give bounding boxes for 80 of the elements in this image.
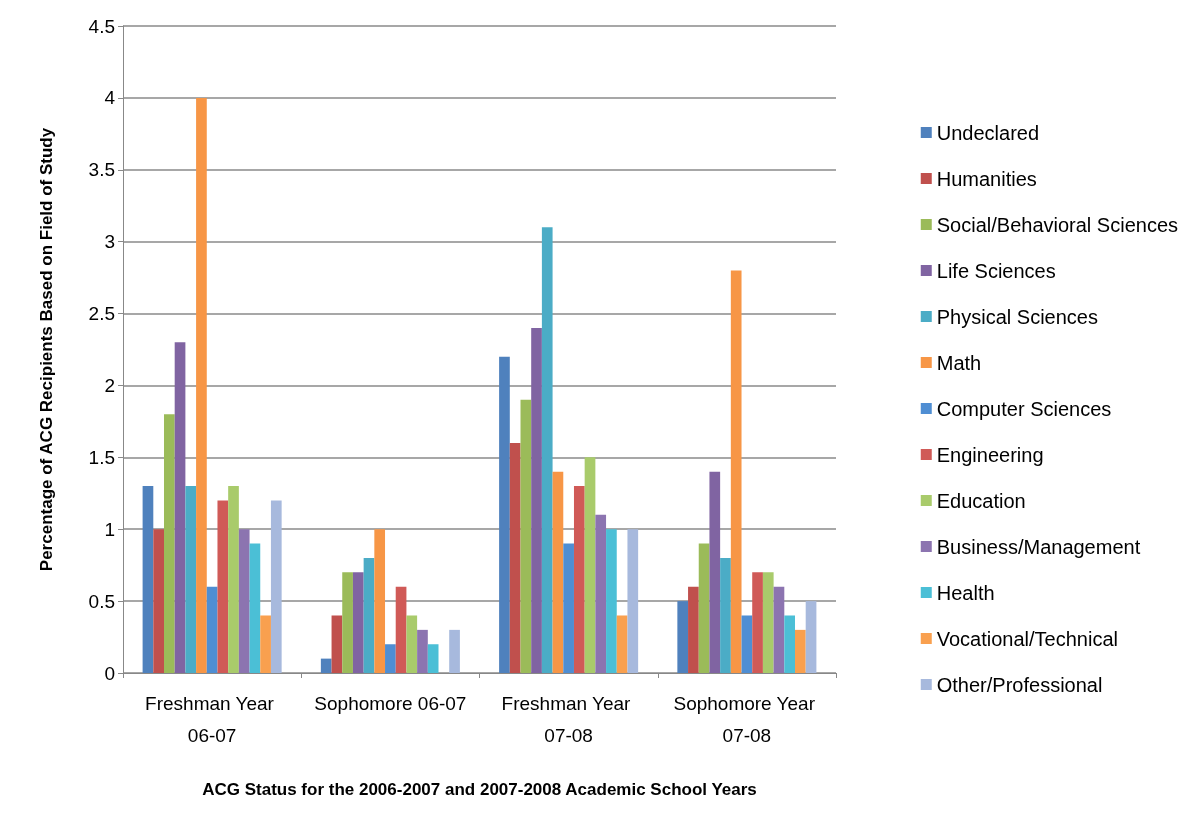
x-tick-label: Sophomore 06-07 bbox=[314, 692, 467, 714]
bar bbox=[331, 615, 343, 673]
y-tick-label: 3.5 bbox=[88, 159, 115, 181]
bar bbox=[616, 615, 628, 673]
bar bbox=[499, 356, 510, 673]
bar bbox=[185, 486, 197, 673]
legend-label: Other/Professional bbox=[936, 673, 1103, 696]
bar bbox=[730, 270, 742, 673]
bar bbox=[784, 615, 795, 673]
bar bbox=[320, 658, 332, 673]
bar bbox=[709, 471, 721, 673]
bar bbox=[563, 543, 574, 673]
bar bbox=[509, 442, 521, 673]
legend-label: Computer Sciences bbox=[936, 397, 1112, 420]
y-tick-label: 3 bbox=[104, 231, 115, 253]
legend-label: Humanities bbox=[936, 167, 1037, 190]
bar bbox=[698, 543, 710, 673]
x-tick-label: Sophomore Year 07-08 bbox=[673, 692, 821, 746]
y-tick-label: 4.5 bbox=[88, 15, 115, 37]
legend-label: Life Sciences bbox=[936, 259, 1056, 282]
x-tick-label: Freshman Year 07-08 bbox=[501, 692, 636, 746]
y-tick-label: 1 bbox=[104, 518, 115, 540]
y-tick-label: 2.5 bbox=[88, 303, 115, 325]
legend-label: Education bbox=[936, 489, 1026, 512]
bar bbox=[260, 615, 271, 673]
bar bbox=[406, 615, 418, 673]
x-axis-title: ACG Status for the 2006-2007 and 2007-2008 Academic School Years bbox=[202, 780, 757, 799]
bar bbox=[741, 615, 753, 673]
bar bbox=[552, 471, 564, 673]
bar bbox=[805, 601, 817, 673]
bar bbox=[752, 572, 763, 673]
bar bbox=[238, 529, 250, 673]
legend-label: Health bbox=[936, 581, 995, 604]
bar bbox=[541, 227, 553, 673]
bar bbox=[417, 629, 428, 673]
legend-label: Undeclared bbox=[936, 121, 1040, 144]
bar bbox=[795, 629, 806, 673]
bar bbox=[228, 486, 239, 673]
bar bbox=[627, 529, 639, 673]
legend-label: Engineering bbox=[936, 443, 1044, 466]
y-tick-label: 0 bbox=[104, 662, 115, 684]
bar bbox=[174, 342, 186, 673]
bar bbox=[352, 572, 364, 673]
bar bbox=[385, 644, 396, 673]
bar bbox=[427, 644, 439, 673]
bar bbox=[584, 457, 596, 673]
bar bbox=[449, 629, 460, 673]
bar bbox=[153, 529, 164, 673]
y-tick-label: 4 bbox=[104, 87, 116, 109]
bar bbox=[520, 399, 532, 673]
bar bbox=[164, 414, 175, 673]
y-tick-label: 2 bbox=[104, 374, 115, 396]
bar bbox=[531, 327, 542, 673]
x-tick-label: Freshman Year 06-07 bbox=[145, 692, 280, 746]
bar bbox=[677, 601, 689, 673]
bar bbox=[342, 572, 353, 673]
bar bbox=[249, 543, 261, 673]
bar bbox=[142, 486, 154, 673]
bar bbox=[720, 557, 731, 673]
legend-label: Physical Sciences bbox=[936, 305, 1098, 328]
bar bbox=[374, 529, 386, 673]
bar bbox=[773, 586, 785, 673]
bar bbox=[606, 529, 617, 673]
bar bbox=[573, 486, 585, 673]
y-tick-label: 1.5 bbox=[88, 446, 115, 468]
bar bbox=[688, 586, 699, 673]
y-tick-label: 0.5 bbox=[88, 590, 115, 612]
bar bbox=[196, 97, 207, 673]
bar bbox=[270, 500, 282, 673]
bar bbox=[206, 586, 218, 673]
bar bbox=[595, 514, 607, 673]
bar bbox=[363, 557, 375, 673]
y-axis-title: Percentage of ACG Recipients Based on Field of Study bbox=[37, 127, 56, 572]
legend-label: Social/Behavioral Sciences bbox=[936, 213, 1179, 236]
legend-label: Math bbox=[936, 351, 982, 374]
legend-label: Business/Management bbox=[936, 535, 1141, 558]
bar bbox=[762, 572, 774, 673]
bar bbox=[217, 500, 229, 673]
legend-label: Vocational/Technical bbox=[936, 627, 1118, 650]
bar bbox=[395, 586, 407, 673]
